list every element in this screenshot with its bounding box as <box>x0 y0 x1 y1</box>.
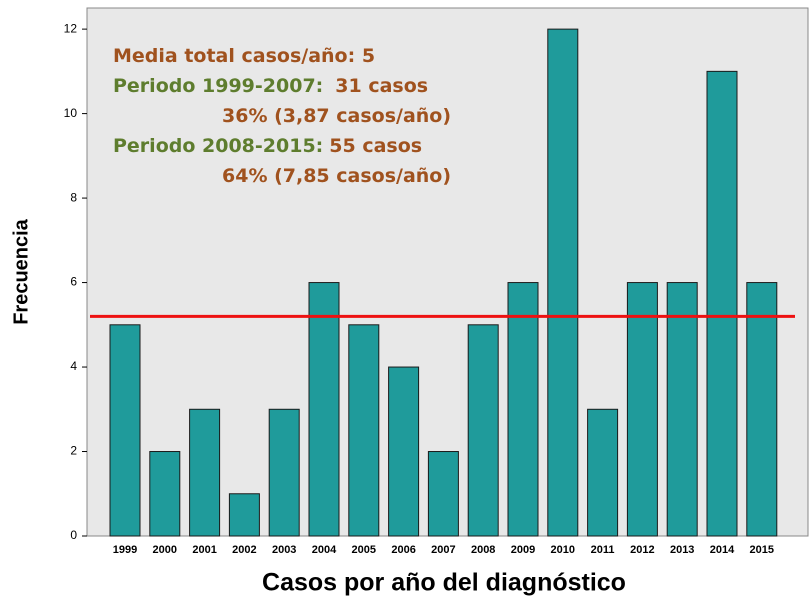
bar <box>268 408 300 537</box>
bar <box>666 282 698 537</box>
bar <box>547 28 579 537</box>
y-axis-label: Frecuencia <box>10 218 32 324</box>
annotation-text: 36% (3,87 casos/año) <box>222 105 451 127</box>
x-tick-label: 2014 <box>710 544 735 556</box>
y-tick-label: 8 <box>70 190 77 204</box>
x-tick-label: 1999 <box>113 544 137 556</box>
annotation-text: 55 casos <box>329 135 422 157</box>
x-tick-label: 2003 <box>272 544 296 556</box>
bar <box>626 282 658 537</box>
x-tick-label: 2012 <box>630 544 654 556</box>
bar <box>706 70 738 537</box>
y-tick-label: 10 <box>64 106 78 120</box>
bar <box>308 282 340 537</box>
x-tick-label: 2002 <box>232 544 256 556</box>
y-tick-label: 12 <box>64 21 78 35</box>
annotation-text: Periodo 1999-2007: <box>113 75 323 97</box>
annotation: 64% (7,85 casos/año) <box>222 165 451 187</box>
bar <box>746 282 778 537</box>
x-tick-label: 2001 <box>192 544 216 556</box>
x-tick-label: 2008 <box>471 544 495 556</box>
y-tick-label: 2 <box>70 444 77 458</box>
bar <box>427 451 459 537</box>
annotation-text: Periodo 2008-2015: <box>113 135 323 157</box>
annotation: Periodo 2008-2015: 55 casos <box>113 135 422 157</box>
x-tick-label: 2000 <box>153 544 177 556</box>
x-axis-label: Casos por año del diagnóstico <box>262 569 626 597</box>
annotation-text: 31 casos <box>335 75 428 97</box>
x-tick-label: 2005 <box>352 544 376 556</box>
bar <box>587 408 619 537</box>
annotation: 36% (3,87 casos/año) <box>222 105 451 127</box>
x-tick-label: 2009 <box>511 544 535 556</box>
bar <box>467 324 499 537</box>
bar <box>189 408 221 537</box>
x-tick-label: 2006 <box>391 544 415 556</box>
annotation: Periodo 1999-2007: 31 casos <box>113 75 428 97</box>
bar <box>149 451 181 537</box>
annotation-text: 64% (7,85 casos/año) <box>222 165 451 187</box>
x-tick-label: 2004 <box>312 544 337 556</box>
annotation-text: Media total casos/año: 5 <box>113 45 375 67</box>
x-tick-label: 2013 <box>670 544 694 556</box>
y-tick-label: 6 <box>70 275 77 289</box>
x-tick-label: 2010 <box>551 544 575 556</box>
x-tick-label: 2011 <box>591 544 615 556</box>
x-tick-label: 2007 <box>431 544 455 556</box>
x-tick-label: 2015 <box>750 544 774 556</box>
bar <box>228 493 260 537</box>
y-tick-label: 4 <box>70 359 77 373</box>
annotation: Media total casos/año: 5 <box>113 45 375 67</box>
y-tick-label: 0 <box>70 528 77 542</box>
bar <box>109 324 141 537</box>
bar <box>507 282 539 537</box>
bar <box>388 366 420 537</box>
bar <box>348 324 380 537</box>
